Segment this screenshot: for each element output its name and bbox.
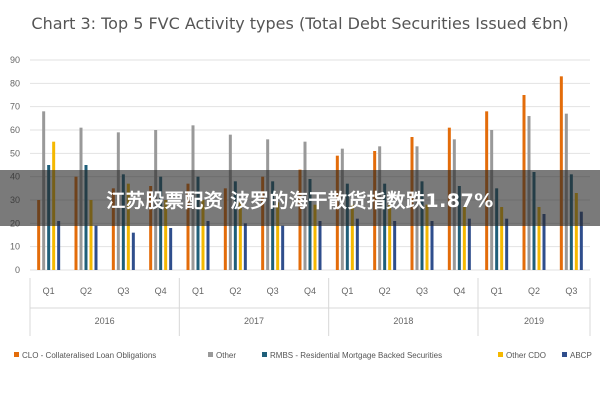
bar <box>537 207 541 270</box>
caption-text: 江苏股票配资 波罗的海干散货指数跌1.87% <box>106 190 494 212</box>
x-group-label: 2019 <box>524 316 544 326</box>
bar <box>345 183 349 270</box>
x-tick-label: Q4 <box>304 286 316 296</box>
bar <box>467 218 471 270</box>
bar <box>243 223 247 270</box>
bar <box>169 228 173 270</box>
x-tick-label: Q4 <box>155 286 167 296</box>
bar <box>495 188 499 270</box>
legend: CLO - Collateralised Loan Obligations Oth… <box>14 351 592 360</box>
legend-swatch <box>14 352 19 357</box>
bar <box>542 214 546 270</box>
x-axis-categories: Q1 Q2 Q3 Q4 Q1 Q2 Q3 Q4 Q1 Q2 Q3 Q4 Q1 Q2 Q3 <box>43 286 578 296</box>
x-group-label: 2016 <box>95 316 115 326</box>
bar <box>131 232 135 270</box>
legend-label: RMBS - Residential Mortgage Backed Secur… <box>270 351 442 360</box>
x-tick-label: Q2 <box>80 286 92 296</box>
bar <box>457 186 461 270</box>
bar <box>281 225 285 270</box>
bar <box>206 221 210 270</box>
bar <box>393 221 397 270</box>
bar <box>201 200 205 270</box>
x-tick-label: Q3 <box>565 286 577 296</box>
y-tick-label: 0 <box>15 265 20 275</box>
y-tick-label: 80 <box>10 78 20 88</box>
bar <box>149 186 153 270</box>
x-tick-label: Q2 <box>379 286 391 296</box>
bar <box>383 183 387 270</box>
bar <box>430 221 434 270</box>
x-group-label: 2017 <box>244 316 264 326</box>
y-axis-ticks: 0102030405060708090 <box>10 55 20 275</box>
legend-swatch <box>262 352 267 357</box>
x-tick-label: Q1 <box>192 286 204 296</box>
chart-title: Chart 3: Top 5 FVC Activity types (Total… <box>31 14 569 33</box>
bar <box>37 200 41 270</box>
legend-swatch <box>498 352 503 357</box>
x-tick-label: Q2 <box>229 286 241 296</box>
x-tick-label: Q3 <box>267 286 279 296</box>
x-group-label: 2018 <box>393 316 413 326</box>
x-tick-label: Q4 <box>453 286 465 296</box>
bar <box>111 188 115 270</box>
bar <box>574 193 578 270</box>
group-separators <box>29 278 591 336</box>
x-tick-label: Q1 <box>341 286 353 296</box>
legend-swatch <box>562 352 567 357</box>
bar <box>94 225 98 270</box>
bar <box>425 204 429 270</box>
x-tick-label: Q3 <box>117 286 129 296</box>
bar <box>505 218 509 270</box>
y-tick-label: 50 <box>10 148 20 158</box>
x-tick-label: Q2 <box>528 286 540 296</box>
bar <box>57 221 61 270</box>
x-axis-years: 2016 2017 2018 2019 <box>95 316 544 326</box>
legend-swatch <box>208 352 213 357</box>
bar <box>164 200 168 270</box>
legend-label: Other <box>216 351 236 360</box>
bar <box>462 207 466 270</box>
x-tick-label: Q1 <box>491 286 503 296</box>
bar <box>313 204 317 270</box>
bar <box>579 211 583 270</box>
bar <box>388 204 392 270</box>
legend-label: CLO - Collateralised Loan Obligations <box>22 351 156 360</box>
y-tick-label: 10 <box>10 242 20 252</box>
bar <box>186 183 190 270</box>
legend-label: Other CDO <box>506 351 546 360</box>
bar <box>355 218 359 270</box>
x-tick-label: Q1 <box>43 286 55 296</box>
bar <box>126 183 130 270</box>
caption-banner <box>0 170 600 226</box>
y-tick-label: 90 <box>10 55 20 65</box>
bar <box>223 188 227 270</box>
x-tick-label: Q3 <box>416 286 428 296</box>
bar <box>89 200 93 270</box>
bar <box>276 202 280 270</box>
y-tick-label: 60 <box>10 125 20 135</box>
bar <box>238 202 242 270</box>
legend-label: ABCP <box>570 351 592 360</box>
y-tick-label: 70 <box>10 102 20 112</box>
bar <box>500 207 504 270</box>
bar <box>350 204 354 270</box>
bar <box>318 221 322 270</box>
